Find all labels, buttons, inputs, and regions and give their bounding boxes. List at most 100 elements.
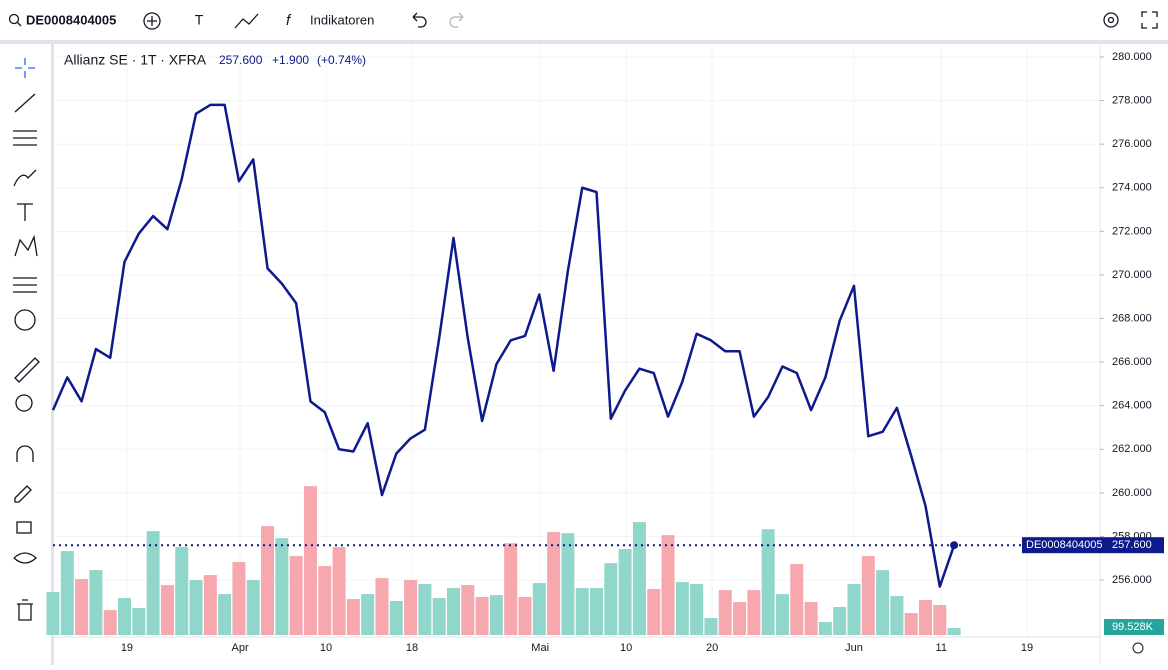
volume-bar <box>633 522 646 635</box>
volume-bar <box>890 596 903 635</box>
chart-title: Allianz SE · 1T · XFRA <box>64 52 207 68</box>
volume-bar <box>905 613 918 635</box>
volume-bar <box>275 538 288 635</box>
volume-bar <box>304 486 317 635</box>
x-tick-label: 18 <box>406 642 418 654</box>
volume-bar <box>375 578 388 635</box>
y-tick-label: 276.000 <box>1112 138 1152 150</box>
symbol: DE0008404005 <box>26 12 116 27</box>
volume-bar <box>175 547 188 635</box>
y-tick-label: 266.000 <box>1112 356 1152 368</box>
volume-bar <box>619 549 632 635</box>
volume-bar <box>47 592 60 635</box>
price-badge-label: 257.600 <box>1112 539 1152 551</box>
volume-bar <box>919 600 932 635</box>
volume-bar <box>61 551 74 635</box>
volume-bar <box>662 535 675 635</box>
volume-bar <box>790 564 803 635</box>
last-price: 257.600 <box>219 53 263 67</box>
volume-bar <box>590 588 603 635</box>
x-tick-label: 10 <box>620 642 632 654</box>
volume-bar <box>719 590 732 635</box>
volume-badge-label: 99.528K <box>1112 621 1154 633</box>
volume-bar <box>132 608 145 635</box>
y-tick-label: 260.000 <box>1112 487 1152 499</box>
symbol-badge-label: DE0008404005 <box>1026 539 1102 551</box>
volume-bar <box>476 597 489 635</box>
volume-bar <box>390 601 403 635</box>
toolbar-separator <box>0 40 1168 44</box>
volume-bar <box>261 526 274 635</box>
volume-bar <box>461 585 474 635</box>
volume-bar <box>218 594 231 635</box>
volume-bar <box>533 583 546 635</box>
y-tick-label: 280.000 <box>1112 51 1152 63</box>
x-tick-label: Jun <box>845 642 863 654</box>
volume-bar <box>819 622 832 635</box>
volume-bar <box>805 602 818 635</box>
volume-bar <box>161 585 174 635</box>
volume-bar <box>690 584 703 635</box>
volume-bar <box>519 597 532 635</box>
y-tick-label: 270.000 <box>1112 269 1152 281</box>
volume-bar <box>604 563 617 635</box>
symbol-search[interactable]: DE0008404005 <box>10 12 117 27</box>
volume-bar <box>504 543 517 635</box>
volume-bar <box>147 531 160 635</box>
volume-bar <box>318 566 331 635</box>
y-tick-label: 268.000 <box>1112 312 1152 324</box>
volume-bar <box>433 598 446 635</box>
volume-bar <box>118 598 131 635</box>
volume-bar <box>418 584 431 635</box>
sidebar-separator <box>51 44 54 665</box>
y-tick-label: 264.000 <box>1112 400 1152 412</box>
volume-bar <box>104 610 117 635</box>
y-tick-label: 262.000 <box>1112 443 1152 455</box>
volume-bar <box>561 533 574 635</box>
x-tick-label: 19 <box>1021 642 1033 654</box>
volume-bar <box>948 628 961 635</box>
volume-bar <box>447 588 460 635</box>
volume-bar <box>204 575 217 635</box>
change: +1.900 <box>272 53 309 67</box>
volume-bar <box>361 594 374 635</box>
volume-bar <box>876 570 889 635</box>
volume-bar <box>333 547 346 635</box>
volume-bar <box>190 580 203 635</box>
x-tick-label: 20 <box>706 642 718 654</box>
volume-bar <box>747 590 760 635</box>
x-tick-label: 11 <box>936 642 947 654</box>
x-tick-label: 19 <box>121 642 133 654</box>
volume-bar <box>733 602 746 635</box>
x-tick-label: 10 <box>320 642 332 654</box>
volume-bar <box>290 556 303 635</box>
volume-bar <box>847 584 860 635</box>
volume-bar <box>490 595 503 635</box>
volume-bar <box>704 618 717 635</box>
volume-bar <box>75 579 88 635</box>
x-tick-label: Apr <box>232 642 249 654</box>
volume-bar <box>862 556 875 635</box>
text-tool[interactable]: T <box>195 12 204 28</box>
indicators: Indikatoren <box>310 12 374 27</box>
volume-bar <box>404 580 417 635</box>
volume-bar <box>89 570 102 635</box>
volume-bar <box>647 589 660 635</box>
volume-bar <box>347 599 360 635</box>
y-tick-label: 256.000 <box>1112 574 1152 586</box>
volume-bar <box>232 562 245 635</box>
volume-bar <box>576 588 589 635</box>
volume-bar <box>547 532 560 635</box>
volume-bar <box>247 580 260 635</box>
y-tick-label: 274.000 <box>1112 182 1152 194</box>
change-percent: (+0.74%) <box>317 53 366 67</box>
y-tick-label: 272.000 <box>1112 225 1152 237</box>
volume-bar <box>776 594 789 635</box>
volume-bar <box>933 605 946 635</box>
volume-bar <box>676 582 689 635</box>
x-tick-label: Mai <box>531 642 549 654</box>
y-tick-label: 278.000 <box>1112 94 1152 106</box>
volume-bar <box>833 607 846 635</box>
